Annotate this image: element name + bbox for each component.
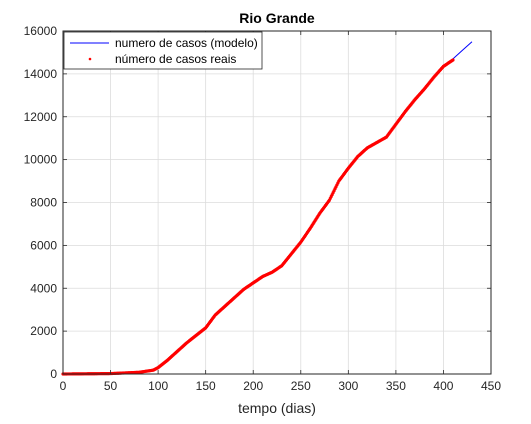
x-tick-label: 50 [104,379,118,393]
grid [62,30,492,375]
x-tick-label: 150 [196,379,216,393]
y-tick-label: 8000 [30,196,57,210]
y-tick-label: 4000 [30,281,57,295]
y-tick-label: 6000 [30,238,57,252]
x-tick-label: 0 [60,379,67,393]
x-axis-label: tempo (dias) [238,400,316,416]
y-tick-label: 0 [50,367,57,381]
x-tick-label: 450 [481,379,501,393]
legend: numero de casos (modelo) número de casos… [63,31,263,70]
legend-real-points-swatch [88,57,92,61]
real-series-points [61,58,455,376]
x-tick-label: 300 [338,379,358,393]
legend-model-label: numero de casos (modelo) [115,36,258,50]
real-point [451,58,455,62]
x-tick-label: 400 [433,379,453,393]
x-tick-label: 350 [386,379,406,393]
y-tick-label: 14000 [24,67,58,81]
y-tick-label: 16000 [24,24,58,38]
x-tick-label: 100 [148,379,168,393]
y-tick-label: 12000 [24,110,58,124]
model-series-line [62,41,473,375]
y-tick-label: 10000 [24,153,58,167]
legend-box [63,31,263,70]
series-layer [61,41,473,376]
chart-title: Rio Grande [239,10,315,26]
x-tick-label: 200 [243,379,263,393]
y-tick-label: 2000 [30,324,57,338]
ticks: 0 50 100 150 200 250 300 350 400 450 0 2000 4000 6000… [24,24,502,393]
legend-real-label: número de casos reais [115,52,236,66]
x-tick-label: 250 [291,379,311,393]
